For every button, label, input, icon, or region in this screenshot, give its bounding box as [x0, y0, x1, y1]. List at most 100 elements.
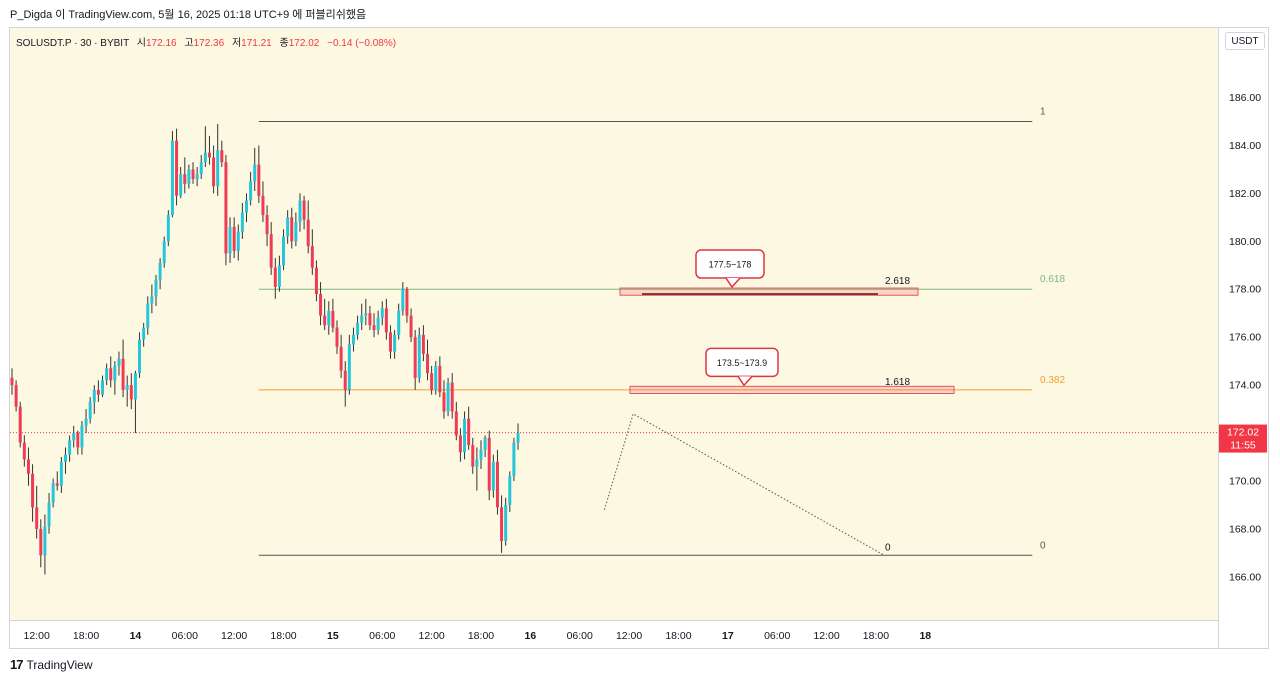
fib-level-label: 0.618	[1040, 274, 1065, 285]
candle-body	[150, 296, 154, 304]
close-value: 172.02	[288, 38, 320, 49]
fib-extension-label: 2.618	[885, 276, 910, 287]
candle-body	[450, 382, 454, 412]
candle-body	[10, 377, 14, 386]
low-value: 171.21	[241, 38, 272, 49]
x-tick-label: 12:00	[616, 630, 642, 642]
candle-body	[76, 433, 80, 448]
candle-body	[314, 267, 318, 295]
y-tick-label: 178.00	[1229, 284, 1261, 296]
candle-body	[277, 265, 281, 287]
candle-body	[286, 217, 290, 237]
x-tick-label: 18:00	[270, 630, 296, 642]
candle-body	[183, 174, 187, 184]
candle-body	[335, 327, 339, 347]
candle-body	[117, 358, 121, 366]
high-value: 172.36	[193, 38, 225, 49]
candle-body	[170, 140, 174, 215]
candle-body	[175, 140, 179, 196]
candle-body	[413, 337, 417, 378]
candle-body	[339, 346, 343, 371]
candle-body	[68, 440, 72, 455]
candle-body	[47, 502, 51, 527]
candle-body	[154, 279, 158, 297]
zone-callout-label: 177.5~178	[709, 260, 752, 270]
candle-body	[442, 392, 446, 412]
chart-canvas[interactable]: 166.00168.00170.00172.00174.00176.00178.…	[10, 28, 1268, 648]
x-tick-label: 15	[327, 630, 339, 642]
candle-body	[384, 308, 388, 333]
candle-body	[467, 418, 471, 446]
candle-body	[397, 310, 401, 335]
currency-button[interactable]: USDT	[1225, 32, 1265, 50]
x-tick-label: 06:00	[369, 630, 395, 642]
candle-body	[105, 368, 109, 381]
candle-body	[84, 418, 88, 426]
candle-body	[351, 334, 355, 345]
candle-body	[199, 162, 203, 175]
y-tick-label: 186.00	[1229, 92, 1261, 104]
candle-body	[249, 181, 253, 201]
x-tick-label: 12:00	[813, 630, 839, 642]
candle-body	[282, 236, 286, 266]
y-tick-label: 184.00	[1229, 140, 1261, 152]
x-tick-label: 18:00	[73, 630, 99, 642]
candle-body	[72, 433, 76, 441]
candle-body	[158, 262, 162, 280]
candle-body	[512, 442, 516, 477]
x-tick-label: 12:00	[418, 630, 444, 642]
candle-body	[504, 504, 508, 541]
symbol-name[interactable]: SOLUSDT.P · 30 · BYBIT	[16, 38, 130, 49]
candle-body	[113, 365, 117, 381]
current-price-tag-countdown: 11:55	[1230, 440, 1256, 452]
candle-body	[179, 174, 183, 196]
candle-body	[63, 454, 67, 462]
fib-extension-label: 1.618	[885, 377, 910, 388]
candle-body	[269, 234, 273, 268]
candle-body	[129, 385, 133, 400]
candle-body	[273, 267, 277, 287]
y-tick-label: 174.00	[1229, 380, 1261, 392]
candle-body	[92, 389, 96, 402]
candle-body	[14, 385, 18, 407]
close-label: 종	[279, 38, 289, 49]
candle-body	[446, 382, 450, 412]
candle-body	[191, 169, 195, 179]
candle-body	[39, 528, 43, 556]
candle-body	[463, 418, 467, 453]
candle-body	[405, 289, 409, 316]
candle-body	[380, 308, 384, 319]
candle-body	[347, 344, 351, 390]
candle-body	[96, 389, 100, 395]
candle-body	[162, 241, 166, 263]
candle-body	[244, 200, 248, 213]
candle-body	[500, 507, 504, 541]
candle-body	[376, 318, 380, 330]
candle-body	[417, 334, 421, 378]
candle-body	[121, 358, 125, 390]
candle-body	[142, 327, 146, 340]
candle-body	[109, 368, 113, 381]
symbol-legend[interactable]: SOLUSDT.P · 30 · BYBIT 시172.16 고172.36 저…	[16, 34, 396, 49]
high-label: 고	[184, 38, 194, 49]
candle-body	[294, 222, 298, 242]
candle-body	[236, 231, 240, 251]
y-tick-label: 168.00	[1229, 523, 1261, 535]
candle-body	[26, 459, 30, 474]
x-tick-label: 18:00	[863, 630, 889, 642]
candle-body	[401, 289, 405, 311]
zone-callout-pointer	[725, 277, 741, 289]
candle-body	[388, 332, 392, 352]
fib-level-label: 0.382	[1040, 375, 1065, 386]
x-tick-label: 14	[130, 630, 142, 642]
candle-body	[265, 214, 269, 235]
candle-body	[138, 339, 142, 374]
candle-body	[55, 483, 59, 486]
candle-body	[331, 310, 335, 328]
attribution-header: P_Digda 이 TradingView.com, 5월 16, 2025 0…	[10, 9, 367, 21]
candle-body	[319, 294, 323, 316]
candle-body	[364, 313, 368, 316]
x-tick-label: 18	[919, 630, 931, 642]
candle-body	[475, 459, 479, 467]
y-tick-label: 176.00	[1229, 332, 1261, 344]
